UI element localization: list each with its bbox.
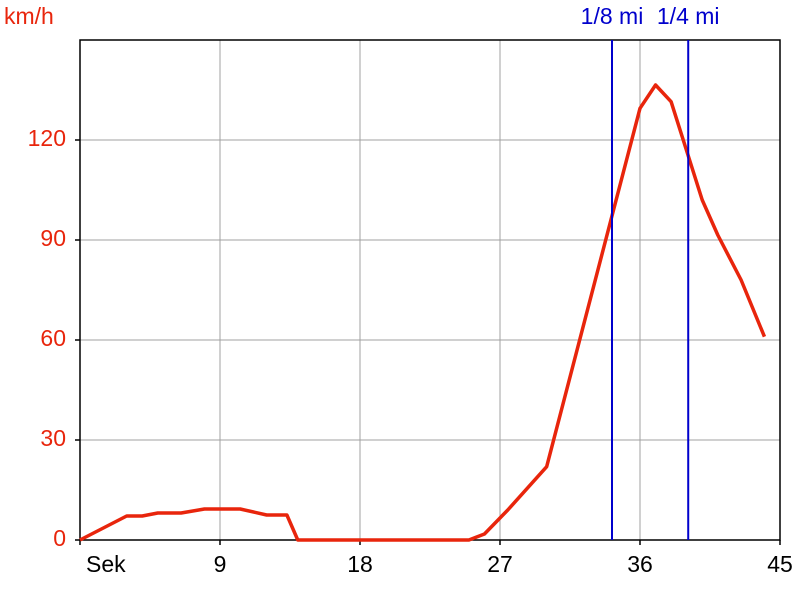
y-tick-label: 90 (40, 225, 66, 251)
y-tick-label: 120 (28, 125, 66, 151)
x-tick-label: 18 (347, 551, 373, 577)
y-tick-label: 60 (40, 325, 66, 351)
y-tick-label: 30 (40, 425, 66, 451)
distance-marker-label: 1/8 mi (581, 3, 644, 29)
distance-marker-label: 1/4 mi (657, 3, 720, 29)
x-tick-label: 9 (214, 551, 227, 577)
y-axis-label: km/h (4, 3, 54, 29)
x-tick-label: 45 (767, 551, 793, 577)
x-tick-label: Sek (86, 551, 126, 577)
x-tick-label: 27 (487, 551, 513, 577)
y-tick-label: 0 (53, 525, 66, 551)
x-tick-label: 36 (627, 551, 653, 577)
speed-line (79, 83, 767, 542)
